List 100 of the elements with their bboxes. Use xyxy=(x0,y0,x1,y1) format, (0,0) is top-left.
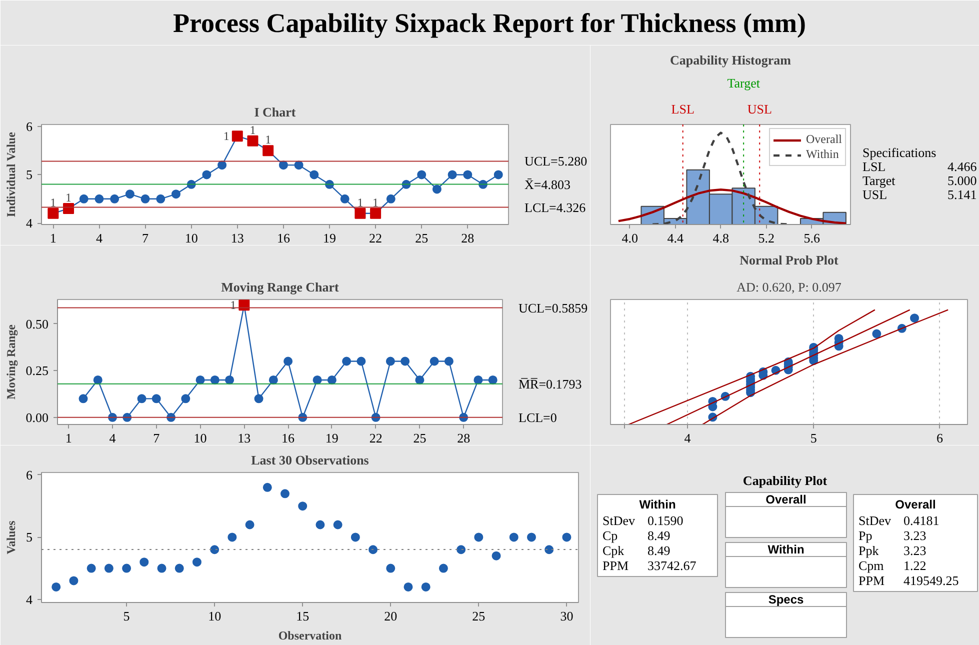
y-tick-label: 0.00 xyxy=(26,410,48,425)
x-tick-label: 4.0 xyxy=(622,230,638,246)
y-axis-title: Moving Range xyxy=(4,324,18,400)
ref-line-label: LSL xyxy=(671,102,694,116)
text: Process Capability Sixpack Report for Thickness (mm) xyxy=(173,8,806,38)
text: Within xyxy=(639,498,676,512)
y-tick-label: 0.25 xyxy=(26,363,48,378)
y-tick-label: 6 xyxy=(26,118,33,134)
x-tick-label: 10 xyxy=(194,430,207,446)
y-axis-title: Values xyxy=(4,520,18,554)
x-tick-label: 5 xyxy=(810,430,817,446)
chart-title: Normal Prob Plot xyxy=(740,252,840,268)
x-tick-label: 16 xyxy=(276,230,290,246)
x-tick-label: 7 xyxy=(142,230,150,246)
y-axis-title: Individual Value xyxy=(4,131,18,218)
text: Within xyxy=(768,542,804,556)
y-tick-label: 0.50 xyxy=(26,316,48,332)
x-tick-label: 13 xyxy=(230,230,244,246)
x-tick-label: 15 xyxy=(296,608,310,624)
text: 3.23 xyxy=(904,543,926,558)
text: 4.466 xyxy=(948,159,978,174)
ref-line-label: USL xyxy=(747,102,772,116)
text: 3.23 xyxy=(904,528,926,543)
annotation: 1 xyxy=(372,195,379,210)
text: 8.49 xyxy=(648,543,670,558)
y-tick-label: 4 xyxy=(26,592,33,607)
text: StDev xyxy=(602,513,636,528)
text: Target xyxy=(862,173,896,188)
ref-line-label: LCL=4.326 xyxy=(524,200,586,215)
x-tick-label: 25 xyxy=(415,230,428,246)
text: Cpk xyxy=(602,543,625,558)
ref-line-label: M̅R̅=0.1793 xyxy=(518,376,582,392)
annotation: 1 xyxy=(265,132,272,147)
x-tick-label: 16 xyxy=(282,430,296,446)
x-tick-label: 22 xyxy=(369,230,382,246)
annotation: 1 xyxy=(357,195,364,210)
text: 0.4181 xyxy=(904,513,940,528)
x-tick-label: 4.4 xyxy=(667,230,684,246)
chart-subtitle: AD: 0.620, P: 0.097 xyxy=(736,280,842,294)
text: LSL xyxy=(862,159,886,174)
text: 5.141 xyxy=(948,187,977,202)
legend-label: Within xyxy=(806,147,839,162)
x-tick-label: 22 xyxy=(369,430,382,446)
chart-title: Moving Range Chart xyxy=(221,280,340,294)
y-tick-label: 6 xyxy=(26,467,33,482)
text: 5.000 xyxy=(948,173,977,188)
annotation: 1 xyxy=(50,195,56,210)
text: Capability Plot xyxy=(742,473,828,488)
x-axis-title: Observation xyxy=(278,628,342,642)
x-tick-label: 28 xyxy=(461,230,474,246)
y-tick-label: 4 xyxy=(26,216,33,231)
x-tick-label: 4 xyxy=(684,430,692,446)
x-tick-label: 19 xyxy=(323,230,336,246)
x-tick-label: 25 xyxy=(472,608,486,624)
text: Specs xyxy=(768,592,804,606)
x-tick-label: 10 xyxy=(208,608,222,624)
text: 33742.67 xyxy=(648,558,697,573)
text: USL xyxy=(862,187,888,202)
chart-title: Last 30 Observations xyxy=(251,452,369,468)
x-tick-label: 1 xyxy=(50,230,56,246)
text: Specifications xyxy=(862,145,936,160)
annotation: 1 xyxy=(250,122,256,137)
text: 1.22 xyxy=(904,558,926,573)
x-tick-label: 10 xyxy=(184,230,198,246)
text: 8.49 xyxy=(648,528,670,543)
x-tick-label: 4.8 xyxy=(712,230,729,246)
x-tick-label: 5.6 xyxy=(804,230,820,246)
ref-line-label: Target xyxy=(727,76,760,90)
ref-line-label: UCL=0.5859 xyxy=(518,300,588,316)
x-tick-label: 25 xyxy=(413,430,426,446)
x-tick-label: 4 xyxy=(96,230,103,246)
text: PPM xyxy=(858,573,885,588)
text: PPM xyxy=(602,558,629,573)
x-tick-label: 5.2 xyxy=(758,230,774,246)
chart-title: I Chart xyxy=(254,104,296,120)
x-tick-label: 30 xyxy=(560,608,574,624)
x-tick-label: 1 xyxy=(65,430,72,446)
x-tick-label: 6 xyxy=(936,430,944,446)
text: StDev xyxy=(858,513,892,528)
ref-line-label: X̄=4.803 xyxy=(524,176,570,192)
chart-title: Capability Histogram xyxy=(670,52,792,68)
x-tick-label: 4 xyxy=(109,430,116,446)
text: 419549.25 xyxy=(904,573,959,588)
annotation: 1 xyxy=(223,129,230,144)
text: 0.1590 xyxy=(648,513,684,528)
text: Pp xyxy=(858,528,872,543)
text: Cp xyxy=(602,528,618,543)
text: Overall xyxy=(766,492,806,506)
x-tick-label: 20 xyxy=(384,608,398,624)
ref-line-label: LCL=0 xyxy=(518,410,557,425)
annotation: 1 xyxy=(66,190,72,205)
text: Ppk xyxy=(858,543,880,558)
y-tick-label: 5 xyxy=(26,530,32,545)
x-tick-label: 28 xyxy=(457,430,470,446)
x-tick-label: 19 xyxy=(325,430,338,446)
ref-line-label: UCL=5.280 xyxy=(524,154,588,169)
text: Overall xyxy=(895,498,936,512)
x-tick-label: 5 xyxy=(123,608,130,624)
text: Cpm xyxy=(858,558,884,573)
x-tick-label: 7 xyxy=(153,430,160,446)
